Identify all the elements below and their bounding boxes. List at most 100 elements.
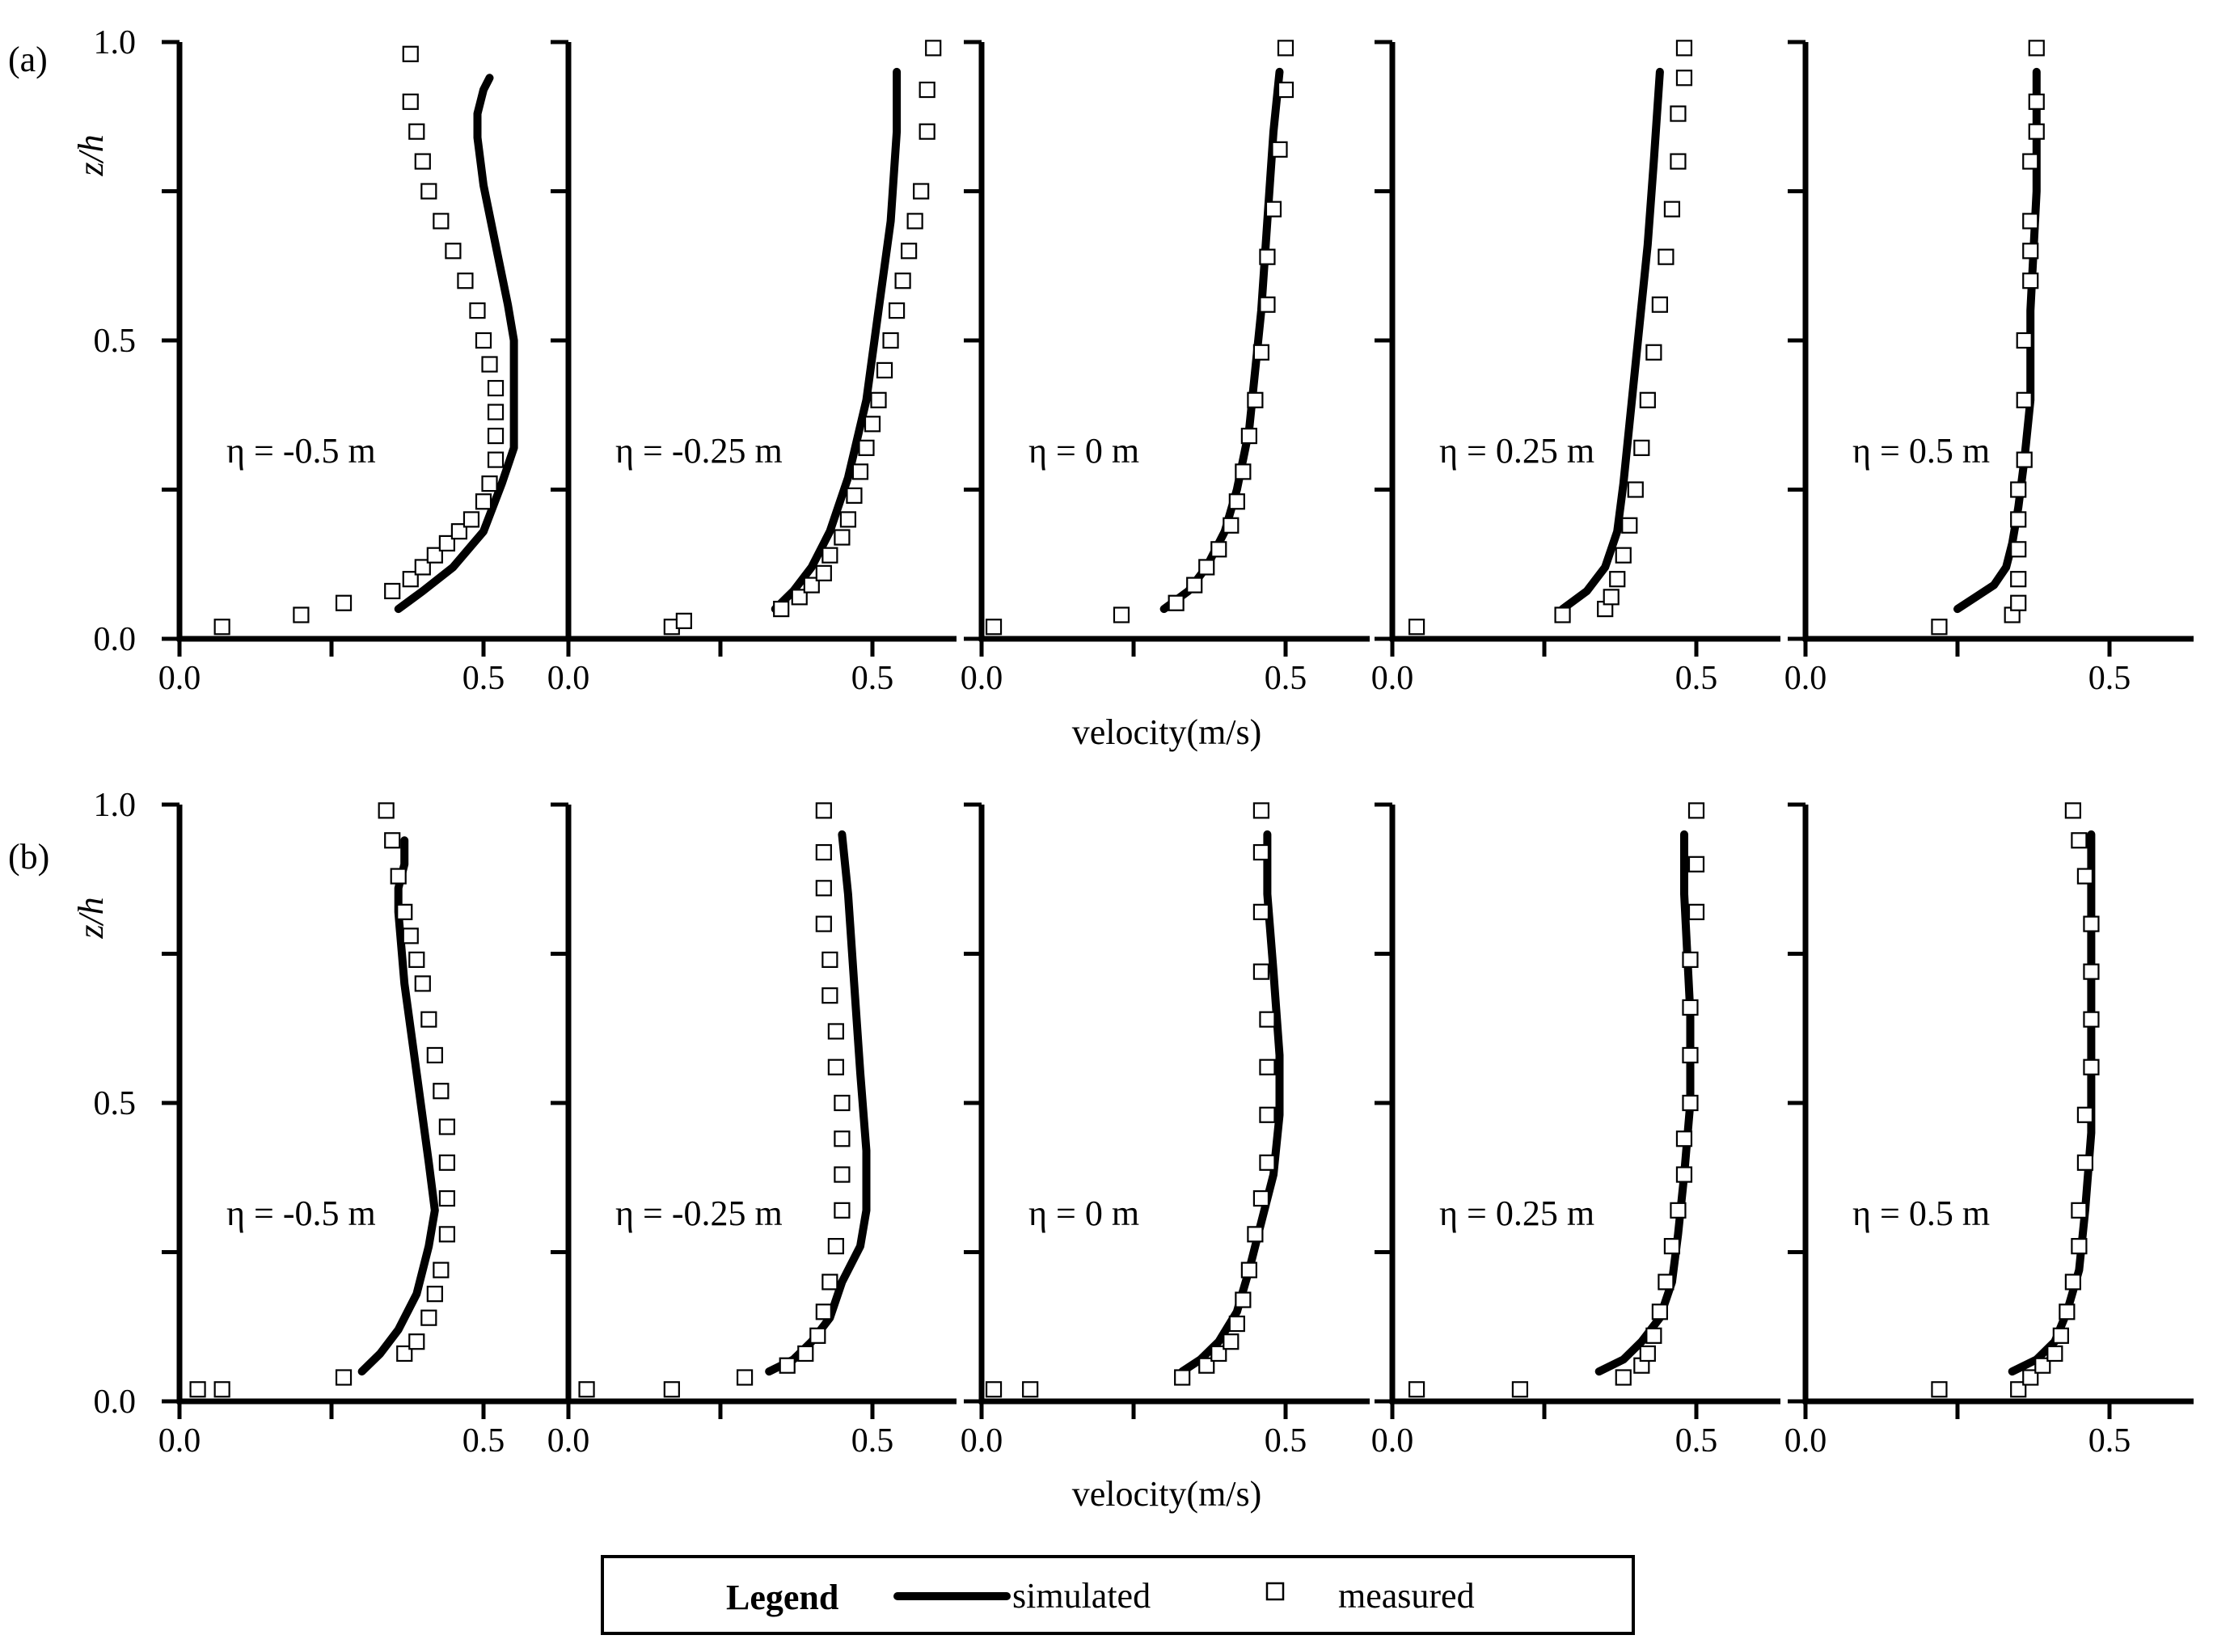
simulated-line — [357, 836, 439, 1376]
measured-point — [1615, 547, 1632, 564]
measured-point — [2064, 802, 2081, 819]
measured-point — [2028, 93, 2045, 110]
measured-point — [815, 1303, 832, 1320]
measured-point — [2059, 1303, 2076, 1320]
measured-point — [462, 511, 480, 528]
measured-point — [846, 487, 863, 504]
measured-point — [2016, 451, 2033, 468]
measured-point — [2034, 1357, 2051, 1374]
measured-point — [834, 1130, 851, 1147]
measured-point — [675, 612, 692, 629]
measured-point — [1408, 619, 1425, 636]
panel-a-5: 0.0 0.5 η = 0.5 m — [1784, 40, 2194, 697]
simulated-line — [394, 74, 518, 614]
measured-point — [402, 93, 419, 110]
panel-label: η = 0.25 m — [1439, 431, 1594, 471]
measured-point — [1198, 559, 1215, 576]
panel-a-3: 0.0 0.5 η = 0 m — [961, 40, 1370, 697]
measured-point — [2022, 153, 2039, 170]
measured-point — [2046, 1345, 2063, 1363]
measured-point — [1663, 201, 1681, 218]
measured-point — [1259, 1106, 1276, 1123]
legend-title: Legend — [726, 1578, 838, 1617]
measured-point — [2083, 1058, 2100, 1075]
panel-label: η = -0.5 m — [226, 1194, 376, 1233]
measured-point — [487, 379, 505, 397]
x-tick-label: 0.0 — [547, 660, 590, 697]
measured-point — [2028, 40, 2045, 57]
measured-point — [1228, 1315, 1245, 1333]
legend-simulated-label: simulated — [1012, 1576, 1151, 1616]
measured-point — [913, 183, 930, 200]
row-a-xlabel: velocity(m/s) — [1072, 712, 1262, 752]
measured-point — [1639, 391, 1656, 408]
y-tick-label: 0.0 — [94, 1384, 137, 1421]
measured-point — [2071, 1202, 2088, 1219]
x-tick-label: 0.5 — [2088, 1422, 2131, 1460]
measured-point — [1223, 1333, 1240, 1350]
measured-point — [888, 302, 906, 319]
measured-point — [1271, 141, 1288, 158]
measured-point — [1663, 1238, 1681, 1255]
measured-point — [2022, 273, 2039, 289]
measured-point — [870, 391, 887, 408]
measured-point — [815, 915, 832, 932]
measured-point — [2076, 1154, 2094, 1171]
measured-point — [1113, 606, 1130, 623]
legend: Legend simulated measured — [601, 1555, 1635, 1635]
measured-point — [396, 1345, 413, 1363]
row-b-xlabel: velocity(m/s) — [1072, 1474, 1262, 1514]
measured-point — [1259, 1058, 1276, 1075]
measured-point — [821, 547, 838, 564]
measured-point — [1210, 541, 1227, 558]
legend-measured-label: measured — [1338, 1576, 1475, 1616]
measured-point — [384, 832, 401, 849]
measured-point — [2010, 541, 2027, 558]
measured-point — [919, 123, 935, 140]
measured-point — [2016, 332, 2033, 349]
x-tick-label: 0.5 — [851, 660, 894, 697]
measured-point — [487, 403, 505, 420]
measured-point — [1252, 344, 1270, 361]
measured-point — [925, 40, 942, 57]
measured-point — [1675, 1130, 1693, 1147]
measured-point — [402, 571, 419, 588]
measured-point — [1675, 1166, 1693, 1183]
simulated-line — [771, 67, 902, 614]
measured-point — [1675, 70, 1693, 87]
measured-point — [402, 927, 419, 944]
measured-point — [1235, 1291, 1252, 1308]
measured-point — [815, 880, 832, 897]
x-tick-label: 0.5 — [1675, 1422, 1718, 1460]
measured-point — [1277, 40, 1294, 57]
panel-b-4: 0.0 0.5 η = 0.25 m — [1371, 802, 1780, 1460]
measured-point — [445, 243, 462, 260]
measured-point — [2022, 243, 2039, 260]
measured-point — [1670, 153, 1687, 170]
measured-point — [815, 802, 832, 819]
measured-point — [1265, 201, 1282, 218]
measured-point — [1210, 1345, 1227, 1363]
y-tick-label: 0.5 — [94, 1085, 137, 1122]
measured-point — [438, 1189, 455, 1207]
measured-point — [797, 1345, 814, 1363]
measured-point — [815, 843, 832, 861]
measured-point — [1651, 1303, 1668, 1320]
row-label: (b) — [8, 837, 49, 877]
measured-point — [821, 987, 838, 1004]
measured-point — [663, 1381, 680, 1398]
measured-point — [1645, 344, 1662, 361]
measured-point — [1615, 1369, 1632, 1386]
measured-point — [1931, 1381, 1948, 1398]
measured-point — [2083, 1011, 2100, 1028]
measured-point — [882, 332, 899, 349]
measured-point — [821, 1274, 838, 1291]
measured-point — [834, 1094, 851, 1112]
measured-point — [2076, 1106, 2094, 1123]
measured-point — [803, 577, 820, 594]
measured-point — [2071, 1238, 2088, 1255]
x-tick-label: 0.5 — [1265, 1422, 1307, 1460]
measured-point — [1259, 296, 1276, 313]
measured-point — [293, 606, 310, 623]
measured-point — [213, 1381, 230, 1398]
